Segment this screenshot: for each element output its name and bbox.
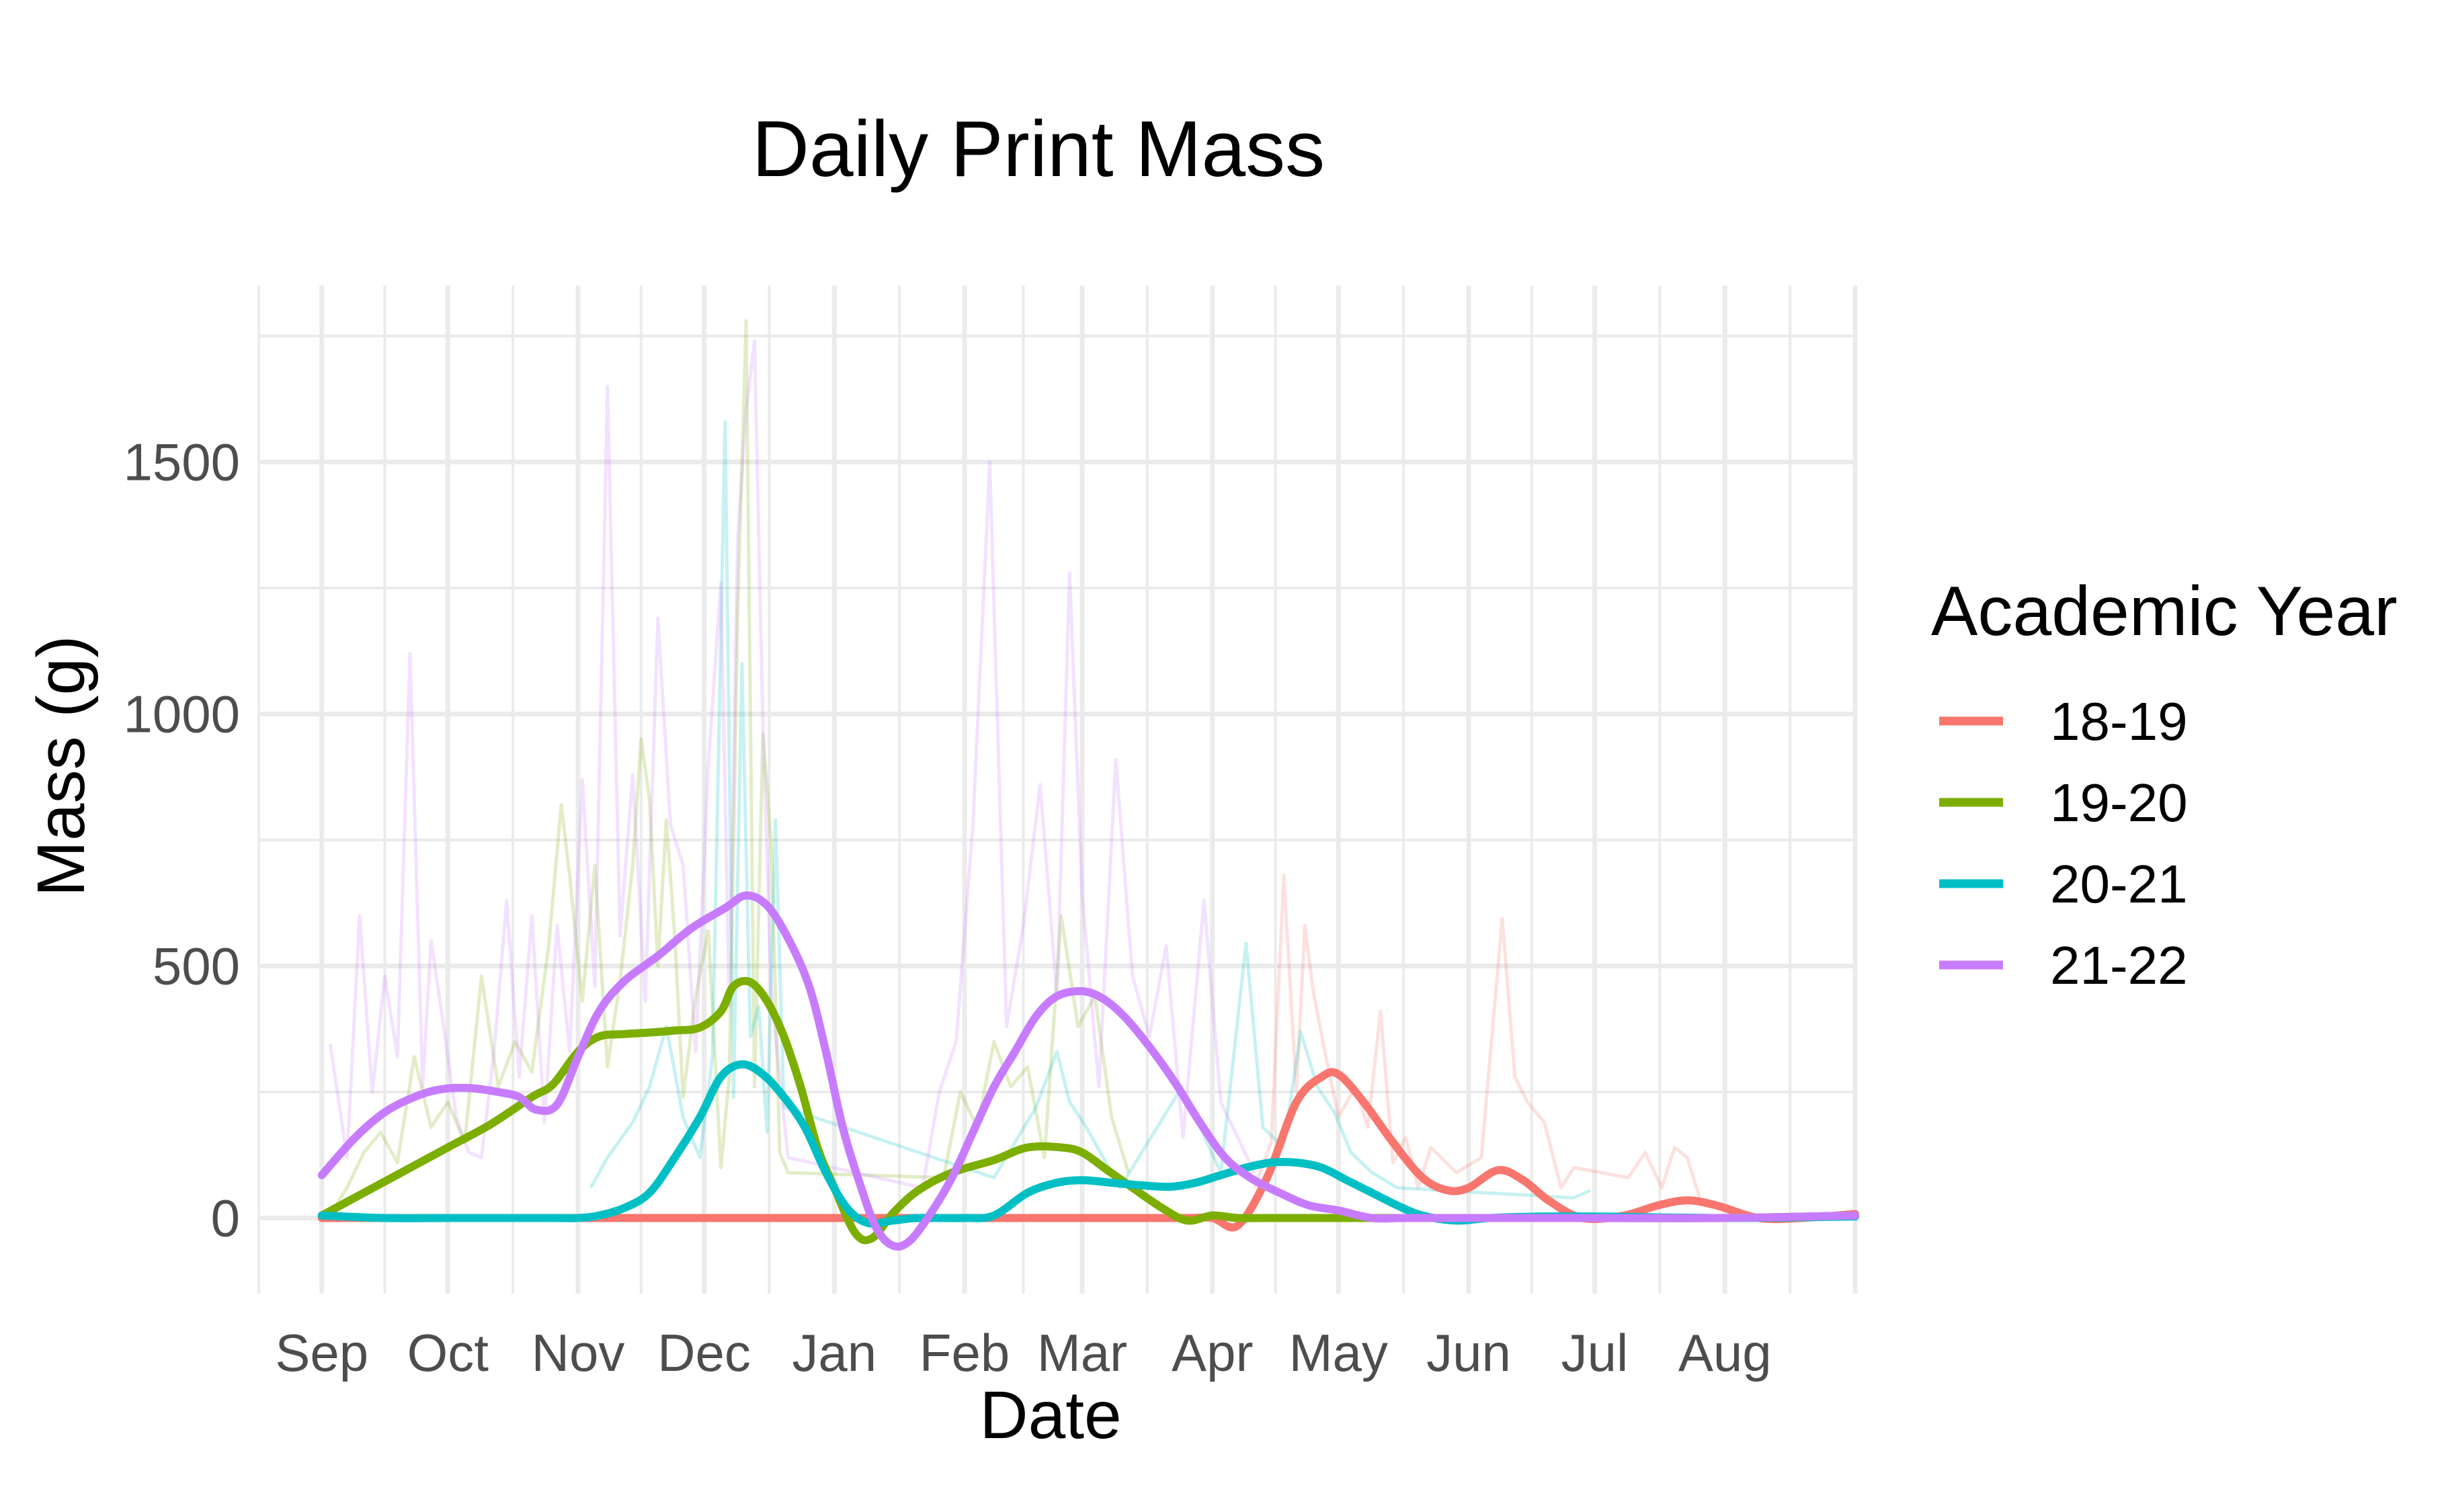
x-tick-label: Sep: [275, 1323, 368, 1382]
x-tick-label: Aug: [1678, 1323, 1772, 1382]
legend-label-21-22: 21-22: [2050, 935, 2188, 995]
x-tick-label: Jul: [1561, 1323, 1629, 1382]
x-tick-label: Dec: [657, 1323, 751, 1382]
legend-label-20-21: 20-21: [2050, 854, 2188, 914]
x-tick-label: Apr: [1172, 1323, 1253, 1382]
grid-minor: [257, 286, 1855, 1294]
smoothed-series-layer: [317, 891, 1859, 1251]
y-tick-label: 1500: [123, 433, 240, 492]
y-axis-tick-labels: 0 500 1000 1500: [123, 433, 240, 1248]
legend-label-18-19: 18-19: [2050, 691, 2188, 751]
smooth-line-21-22: [317, 891, 1859, 1251]
legend-title: Academic Year: [1931, 573, 2398, 650]
legend: Academic Year 18-19 19-20 20-21 21-22: [1931, 573, 2398, 995]
x-tick-label: Feb: [920, 1323, 1010, 1382]
legend-label-19-20: 19-20: [2050, 773, 2188, 833]
y-axis-title: Mass (g): [24, 636, 99, 897]
x-tick-label: Jun: [1426, 1323, 1511, 1382]
x-tick-label: May: [1289, 1323, 1388, 1382]
x-axis-tick-labels: Sep Oct Nov Dec Jan Feb Mar Apr May Jun Jul Aug: [275, 1323, 1771, 1382]
daily-line-21-22: [328, 339, 1256, 1189]
smooth-line-20-21: [317, 1060, 1859, 1228]
y-tick-label: 500: [153, 937, 240, 996]
daily-line-19-20: [333, 319, 1131, 1209]
x-tick-label: Mar: [1037, 1323, 1127, 1382]
x-tick-label: Jan: [792, 1323, 876, 1382]
chart-title: Daily Print Mass: [752, 105, 1325, 194]
y-tick-label: 1000: [123, 685, 240, 744]
smooth-line-18-19: [317, 1068, 1859, 1232]
y-tick-label: 0: [211, 1189, 240, 1248]
x-tick-label: Nov: [532, 1323, 625, 1382]
legend-items: 18-19 19-20 20-21 21-22: [1939, 691, 2188, 995]
daily-line-18-19: [1252, 874, 1702, 1199]
x-tick-label: Oct: [407, 1323, 489, 1382]
x-axis-title: Date: [979, 1378, 1121, 1453]
